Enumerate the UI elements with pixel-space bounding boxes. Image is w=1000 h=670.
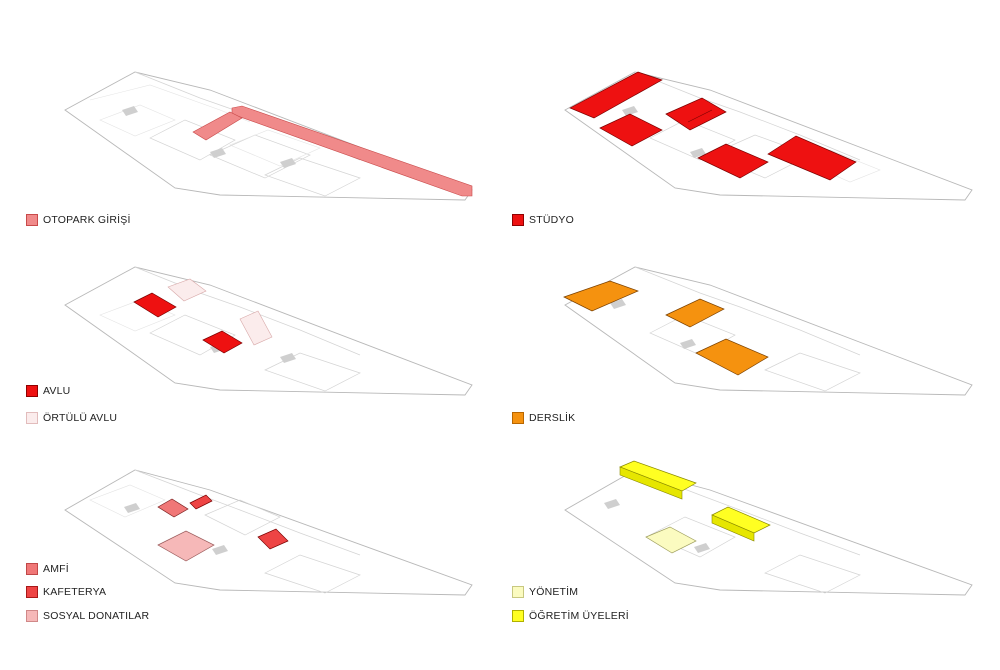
- legend-item: YÖNETİM: [512, 586, 578, 598]
- legend-item: DERSLİK: [512, 412, 575, 424]
- legend-item: SOSYAL DONATILAR: [26, 610, 149, 622]
- legend-label: KAFETERYA: [43, 586, 107, 598]
- derslik-block: [695, 338, 769, 376]
- avlu-area: [202, 330, 243, 354]
- kafeterya-area: [189, 494, 213, 510]
- legend-item: ÖĞRETİM ÜYELERİ: [512, 610, 629, 622]
- studyo-block: [569, 71, 663, 119]
- legend-label: OTOPARK GİRİŞİ: [43, 214, 131, 226]
- legend-label: DERSLİK: [529, 412, 576, 424]
- legend-swatch: [26, 563, 38, 575]
- site-axonometric-studyo: [564, 71, 973, 201]
- avlu-area: [133, 292, 177, 318]
- site-outline: [564, 469, 973, 596]
- diagram-panel-yonetim: YÖNETİM ÖĞRETİM ÜYELERİ: [500, 455, 1000, 670]
- studyo-block: [767, 135, 857, 181]
- legend-item: ÖRTÜLÜ AVLU: [26, 412, 117, 424]
- site-outline: [564, 266, 973, 396]
- legend-swatch: [26, 385, 38, 397]
- otopark-entry-area: [192, 111, 243, 141]
- studyo-block: [665, 97, 727, 131]
- kafeterya-area: [257, 528, 289, 550]
- legend-label: SOSYAL DONATILAR: [43, 610, 150, 622]
- legend-item: STÜDYO: [512, 214, 574, 226]
- legend-swatch: [26, 214, 38, 226]
- legend-swatch: [26, 610, 38, 622]
- amfi-area: [157, 498, 189, 518]
- legend-swatch: [512, 214, 524, 226]
- legend-swatch: [512, 412, 524, 424]
- legend-item: AMFİ: [26, 563, 69, 575]
- site-axonometric-sosyal: [64, 469, 473, 596]
- legend-swatch: [26, 412, 38, 424]
- sosyal-donatilar-area: [157, 530, 215, 562]
- derslik-block: [665, 298, 725, 328]
- legend-item: OTOPARK GİRİŞİ: [26, 214, 131, 226]
- derslik-block: [563, 280, 639, 312]
- legend-label: STÜDYO: [529, 214, 574, 226]
- studyo-block: [697, 143, 769, 179]
- legend-item: KAFETERYA: [26, 586, 106, 598]
- legend-label: AVLU: [43, 385, 71, 397]
- legend-label: AMFİ: [43, 563, 69, 575]
- diagram-panel-otopark: OTOPARK GİRİŞİ: [0, 50, 500, 265]
- diagram-panel-studyo: STÜDYO: [500, 50, 1000, 265]
- site-axonometric-derslik: [563, 266, 973, 396]
- site-axonometric-avlu: [64, 266, 473, 396]
- diagram-panel-sosyal: AMFİ KAFETERYA SOSYAL DONATILAR: [0, 455, 500, 670]
- ogretim-uyeleri-block: [711, 514, 755, 542]
- diagram-panel-derslik: DERSLİK: [500, 245, 1000, 460]
- legend-label: YÖNETİM: [529, 586, 579, 598]
- site-axonometric-yonetim: [564, 460, 973, 596]
- yonetim-block: [645, 526, 697, 554]
- legend-item: AVLU: [26, 385, 70, 397]
- studyo-block: [599, 113, 663, 147]
- ortulu-avlu-area: [167, 278, 207, 302]
- ogretim-uyeleri-block: [619, 466, 683, 500]
- legend-swatch: [512, 610, 524, 622]
- site-axonometric-otopark: [64, 71, 473, 201]
- diagram-panel-avlu: AVLU ÖRTÜLÜ AVLU: [0, 245, 500, 460]
- legend-swatch: [512, 586, 524, 598]
- legend-swatch: [26, 586, 38, 598]
- legend-label: ÖĞRETİM ÜYELERİ: [529, 610, 629, 622]
- legend-label: ÖRTÜLÜ AVLU: [43, 412, 118, 424]
- ortulu-avlu-area: [239, 310, 273, 346]
